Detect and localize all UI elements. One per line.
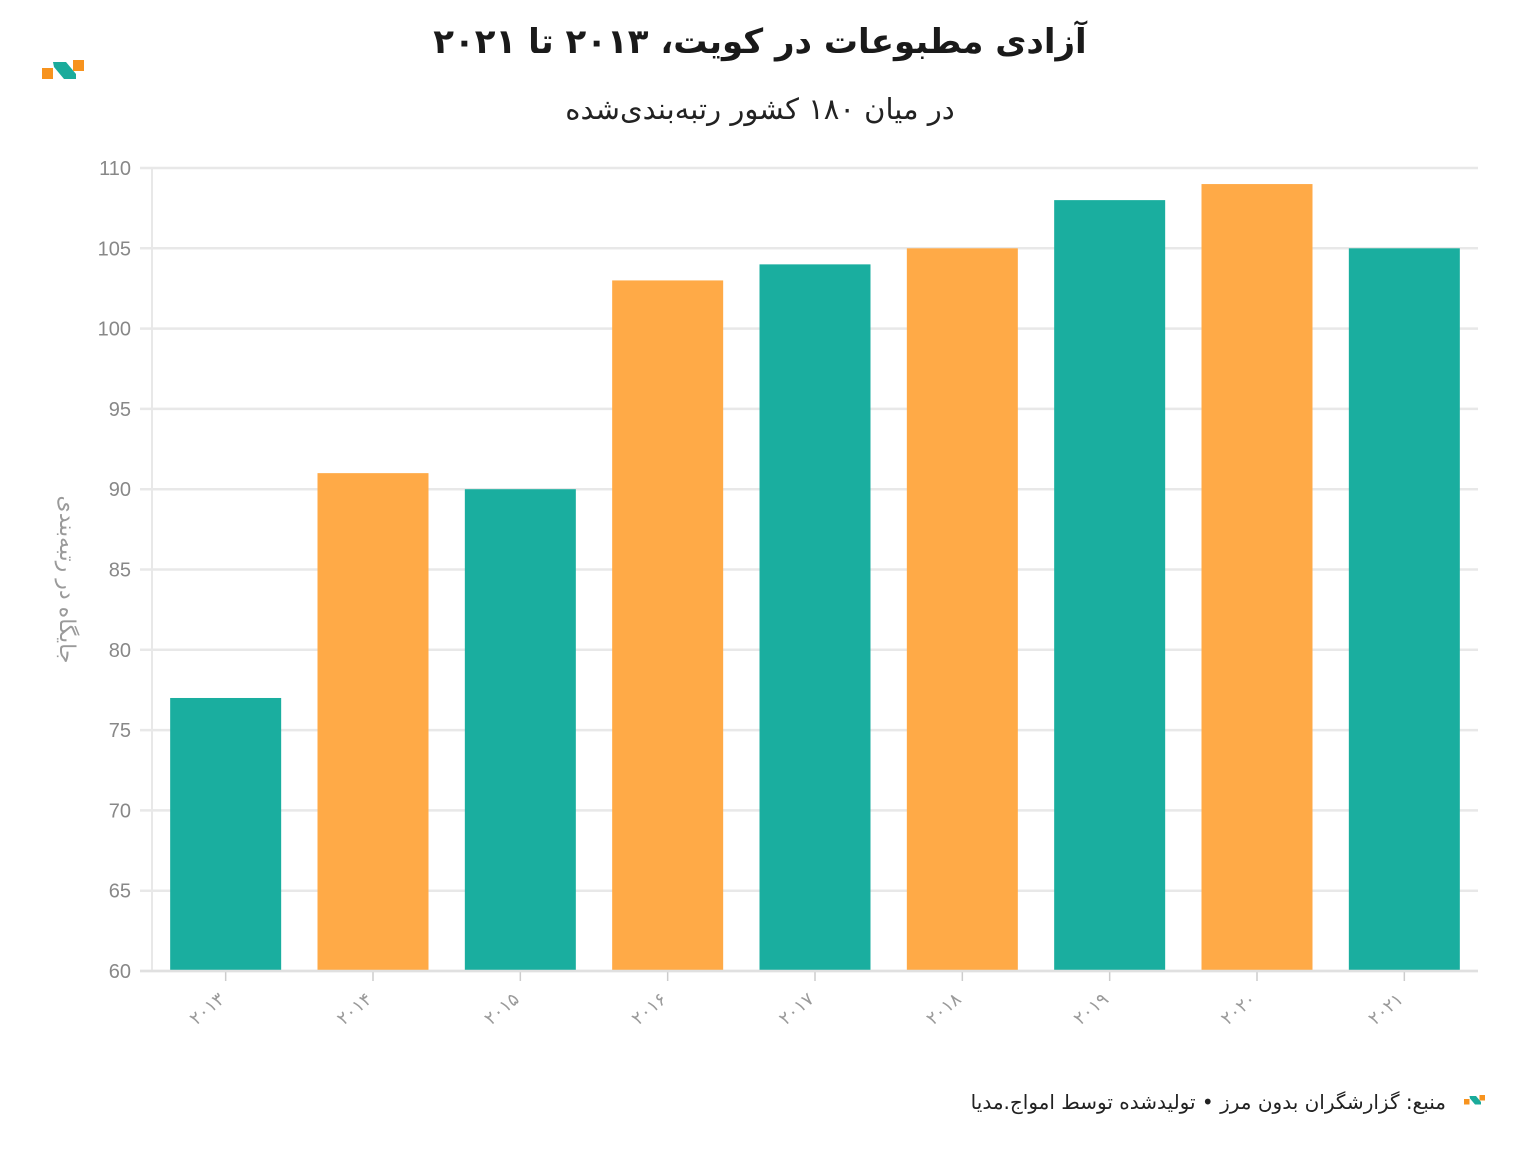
amwaj-logo-small-icon — [1464, 1095, 1485, 1105]
bar-chart: 60 65 70 75 80 85 90 95 100 105 110 ۲۰۱۳ ۲۰۱۴ ۲۰۱۵ ۲۰۱… — [54, 158, 1478, 1030]
x-tick-label: ۲۰۱۶ — [628, 989, 671, 1030]
x-tick-label: ۲۰۱۴ — [333, 989, 376, 1030]
amwaj-logo-icon — [42, 60, 84, 79]
y-tick-label: 110 — [99, 158, 131, 180]
bar-6[interactable] — [1054, 200, 1166, 971]
y-tick-label: 65 — [109, 881, 131, 903]
y-tick-label: 90 — [109, 479, 131, 501]
chart-title: آزادی مطبوعات در کویت، ۲۰۱۳ تا ۲۰۲۱ — [433, 22, 1087, 62]
bar-0[interactable] — [170, 697, 282, 971]
x-tick-label: ۲۰۱۷ — [775, 989, 818, 1030]
bar-7[interactable] — [1201, 184, 1313, 971]
y-tick-label: 80 — [109, 640, 131, 662]
x-tick-label: ۲۰۱۵ — [480, 989, 523, 1030]
y-tick-label: 75 — [109, 720, 131, 742]
chart-subtitle: در میان ۱۸۰ کشور رتبه‌بندی‌شده — [565, 92, 955, 126]
y-tick-label: 95 — [109, 399, 131, 421]
x-tick-label: ۲۰۱۸ — [922, 989, 965, 1030]
bar-8[interactable] — [1348, 248, 1460, 972]
x-tick-label: ۲۰۱۹ — [1070, 989, 1113, 1030]
y-tick-label: 60 — [109, 961, 131, 983]
y-tick-label: 105 — [98, 238, 131, 260]
bar-2[interactable] — [464, 489, 576, 971]
y-tick-label: 100 — [98, 319, 131, 341]
x-tick-label: ۲۰۱۳ — [186, 989, 229, 1030]
bar-4[interactable] — [759, 264, 871, 971]
y-axis-title: جایگاه در رتبه‌بندی — [54, 496, 80, 664]
bar-3[interactable] — [612, 280, 724, 971]
bar-1[interactable] — [317, 473, 429, 971]
source-footer: منبع: گزارشگران بدون مرز • تولیدشده توسط… — [970, 1090, 1446, 1114]
x-tick-label: ۲۰۲۱ — [1364, 989, 1407, 1030]
y-tick-label: 85 — [109, 560, 131, 582]
x-tick-label: ۲۰۲۰ — [1217, 989, 1260, 1030]
bar-5[interactable] — [906, 248, 1018, 972]
y-tick-label: 70 — [109, 800, 131, 822]
